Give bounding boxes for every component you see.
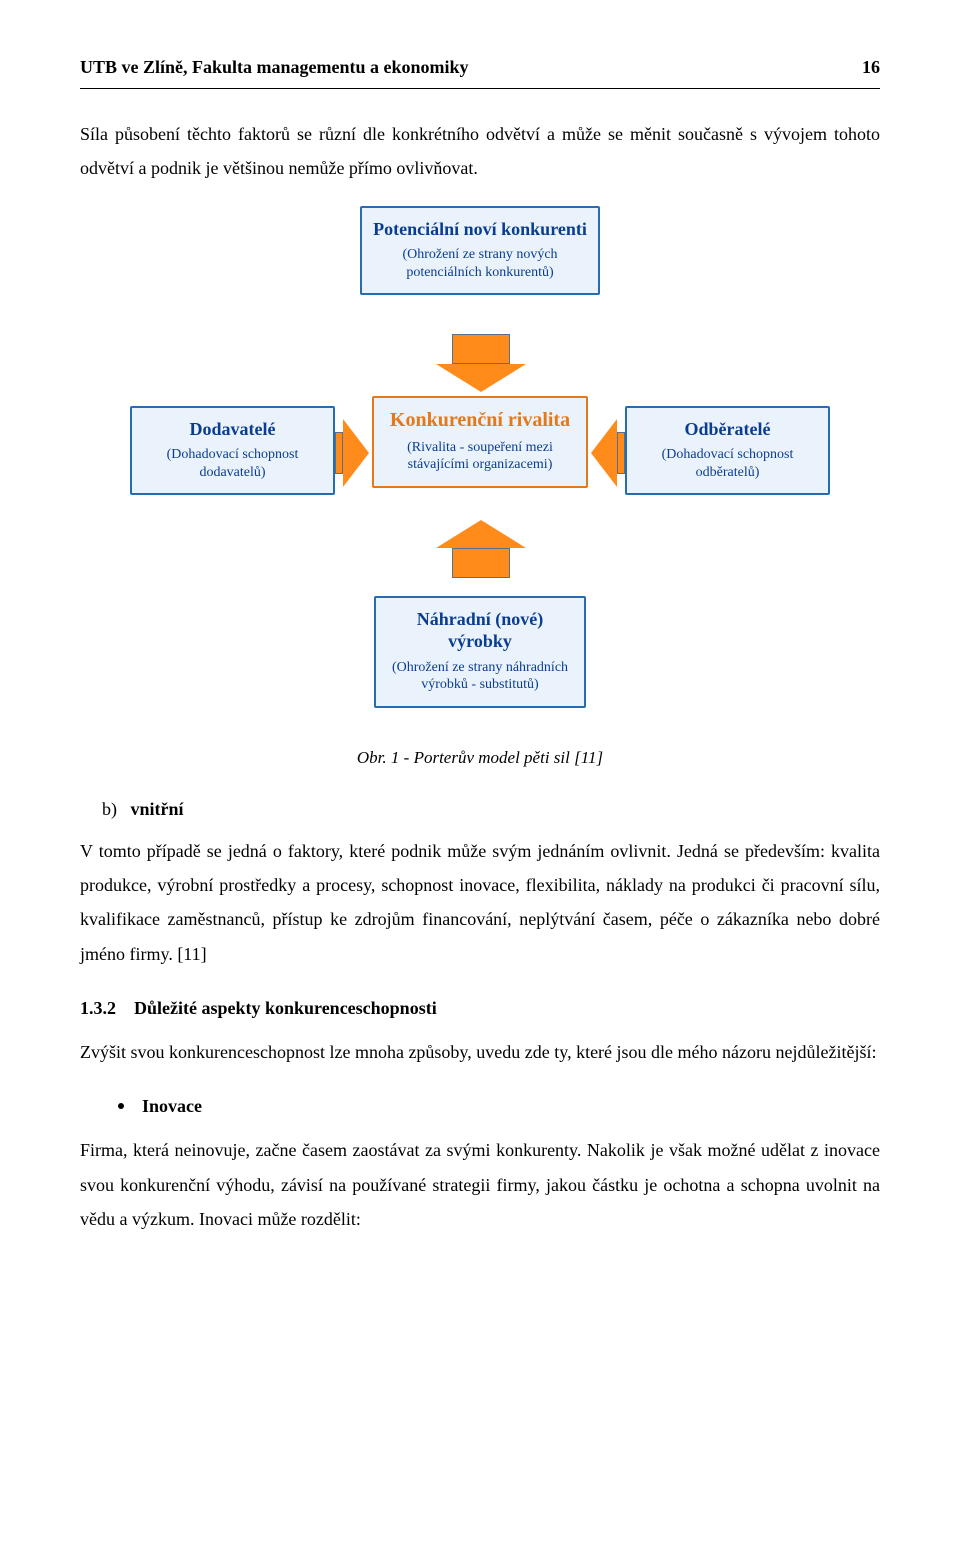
box-right-title: Odběratelé [635,418,820,441]
arrow-bottom-stem [452,548,510,578]
bullet-inovace: Inovace [118,1089,880,1123]
section-title: Důležité aspekty konkurenceschopnosti [134,998,437,1018]
arrow-left-stem [335,432,343,474]
box-top-sub: (Ohrožení ze strany nových potenciálních… [370,246,590,281]
paragraph-intro: Síla působení těchto faktorů se různí dl… [80,117,880,185]
box-top-title: Potenciální noví konkurenti [370,218,590,241]
list-item-b: b) vnitřní [102,792,880,826]
paragraph-aspekty: Zvýšit svou konkurenceschopnost lze mnoh… [80,1035,880,1069]
arrow-right-head [591,419,617,487]
box-center-sub: (Rivalita - soupeření mezi stávajícími o… [382,439,578,474]
bullet-label-inovace: Inovace [142,1089,202,1123]
box-left-sub: (Dohadovací schopnost dodavatelů) [140,446,325,481]
paragraph-inovace: Firma, která neinovuje, začne časem zaos… [80,1133,880,1236]
porter-diagram: Potenciální noví konkurenti (Ohrožení ze… [80,206,880,736]
figure-caption: Obr. 1 - Porterův model pěti sil [11] [80,742,880,774]
box-rivalry: Konkurenční rivalita (Rivalita - soupeře… [372,396,588,488]
header-page-number: 16 [862,50,880,84]
section-heading: 1.3.2 Důležité aspekty konkurenceschopno… [80,991,880,1025]
box-bottom-sub: (Ohrožení ze strany náhradních výrobků -… [384,659,576,694]
bullet-icon [118,1103,124,1109]
page-header: UTB ve Zlíně, Fakulta managementu a ekon… [80,50,880,89]
box-buyers: Odběratelé (Dohadovací schopnost odběrat… [625,406,830,496]
arrow-left-head [343,419,369,487]
arrow-right-stem [617,432,625,474]
box-bottom-title: Náhradní (nové) výrobky [384,608,576,653]
list-marker: b) [102,799,117,819]
header-left: UTB ve Zlíně, Fakulta managementu a ekon… [80,50,469,84]
box-left-title: Dodavatelé [140,418,325,441]
box-substitutes: Náhradní (nové) výrobky (Ohrožení ze str… [374,596,586,708]
list-label-vnitrni: vnitřní [131,799,184,819]
section-number: 1.3.2 [80,998,116,1018]
arrow-top-head [436,364,526,392]
arrow-top-stem [452,334,510,364]
box-right-sub: (Dohadovací schopnost odběratelů) [635,446,820,481]
paragraph-vnitrni: V tomto případě se jedná o faktory, kter… [80,834,880,971]
box-center-title: Konkurenční rivalita [382,408,578,433]
box-new-entrants: Potenciální noví konkurenti (Ohrožení ze… [360,206,600,296]
box-suppliers: Dodavatelé (Dohadovací schopnost dodavat… [130,406,335,496]
arrow-bottom-head [436,520,526,548]
